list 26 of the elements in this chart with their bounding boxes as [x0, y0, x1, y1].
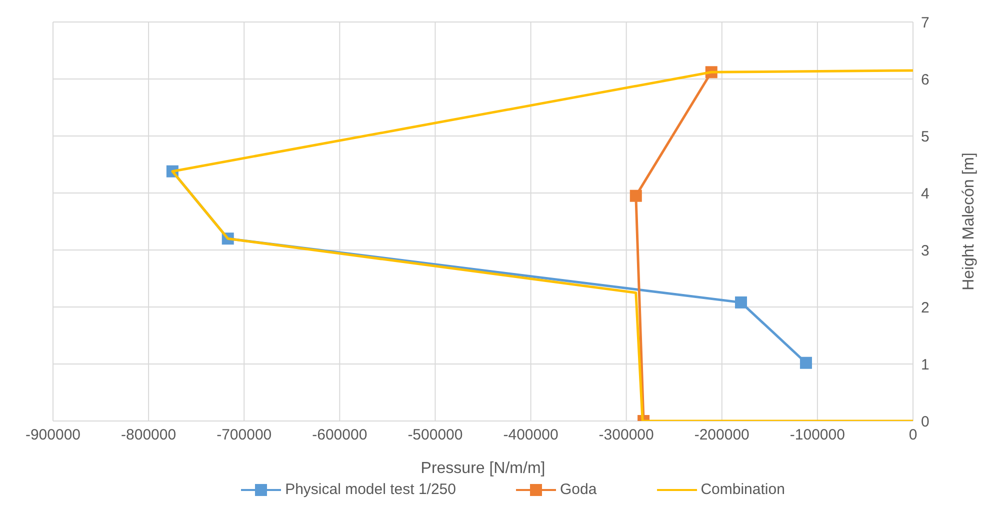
x-tick-label: -500000 [408, 426, 463, 444]
y-tick-label: 1 [921, 356, 930, 374]
x-tick-label: -200000 [694, 426, 750, 444]
x-tick-label: -800000 [121, 426, 176, 444]
point [630, 190, 642, 202]
point [800, 356, 812, 369]
x-tick-label: -700000 [216, 426, 272, 444]
point [735, 296, 747, 308]
x-tick-label: -100000 [790, 426, 845, 444]
x-axis-title: Pressure [N/m/m] [420, 460, 546, 477]
legend-label: Physical model test 1/250 [284, 481, 456, 498]
x-tick-label: -600000 [312, 426, 368, 444]
y-axis-title: Height Malecón [m] [960, 152, 978, 290]
y-tick-label: 2 [921, 299, 930, 316]
y-tick-label: 6 [921, 71, 930, 88]
legend-label: Combination [700, 481, 785, 498]
legend-label: Goda [559, 481, 597, 498]
y-tick-label: 7 [921, 14, 930, 32]
x-tick-label: 0 [908, 426, 918, 444]
y-tick-label: 0 [921, 413, 930, 430]
y-tick-label: 4 [921, 185, 930, 202]
y-tick-label: 3 [921, 242, 930, 260]
x-tick-label: -400000 [503, 426, 558, 444]
x-tick-label: -300000 [598, 426, 654, 444]
y-tick-label: 5 [921, 128, 930, 146]
x-tick-label: -900000 [25, 426, 81, 444]
